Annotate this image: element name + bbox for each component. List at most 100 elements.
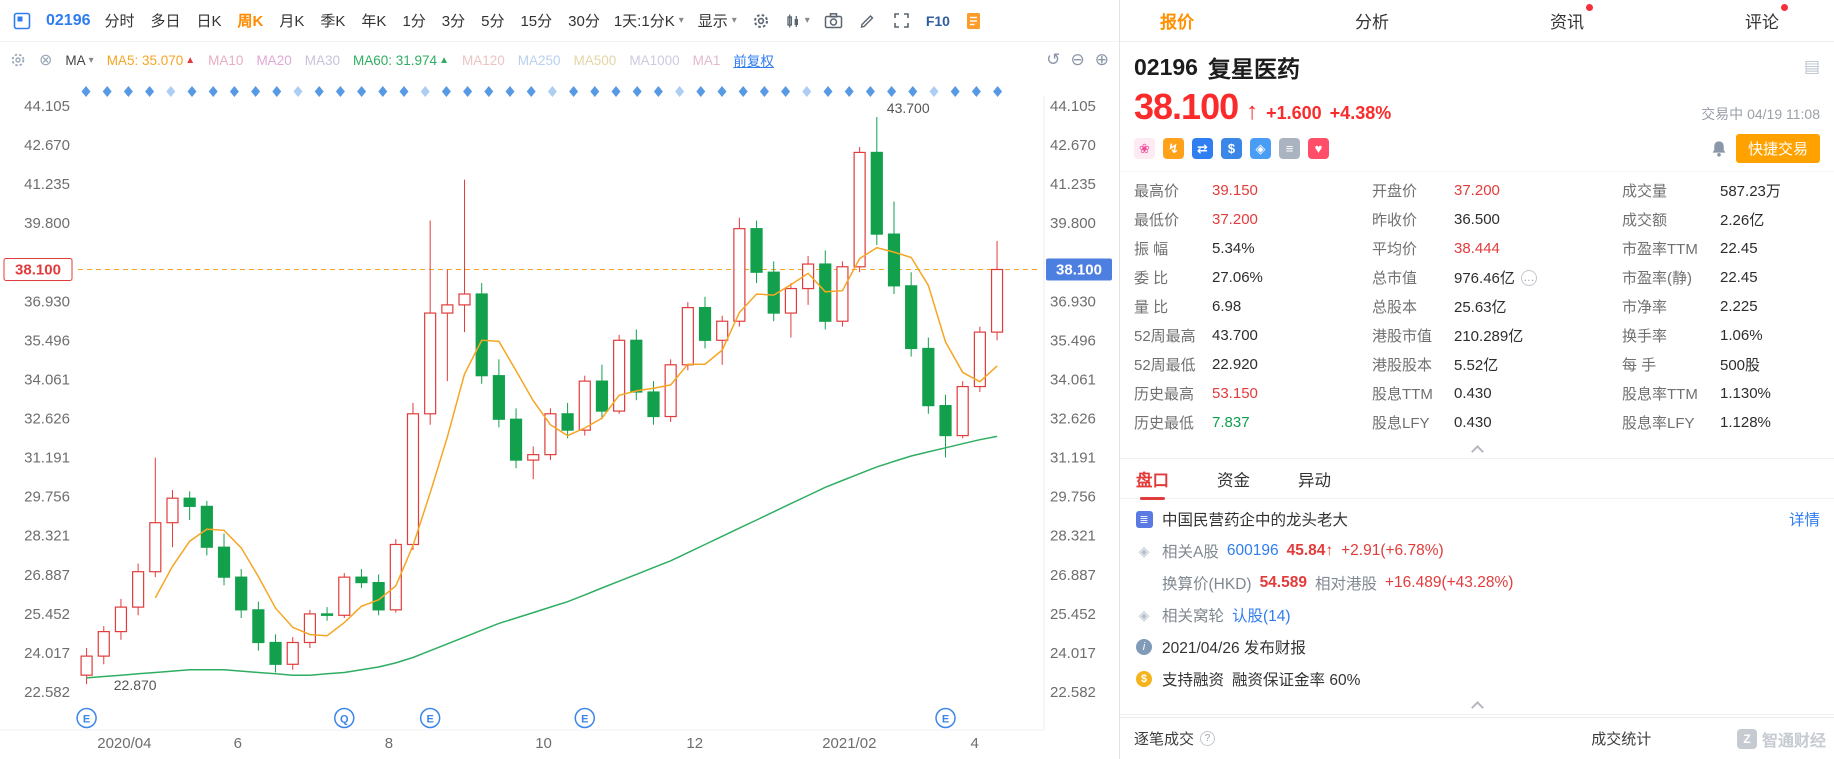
news-diamond-icon[interactable]: [357, 86, 367, 97]
period-tab-日K[interactable]: 日K: [196, 13, 222, 30]
candle[interactable]: [939, 405, 952, 437]
ma-legend-item-0[interactable]: MA5: 35.070 ▲: [106, 52, 196, 68]
candle[interactable]: [303, 613, 317, 644]
report-marker-icon[interactable]: [76, 707, 97, 729]
settings-gear-icon[interactable]: [751, 11, 771, 31]
draw-pencil-icon[interactable]: [858, 11, 878, 31]
ma-legend-item-5[interactable]: MA120: [461, 52, 505, 68]
news-diamond-icon[interactable]: [823, 86, 833, 97]
candle[interactable]: [406, 413, 420, 546]
news-diamond-icon[interactable]: [611, 86, 621, 97]
candle[interactable]: [767, 271, 780, 314]
candle[interactable]: [509, 418, 523, 461]
news-diamond-icon[interactable]: [844, 86, 854, 97]
news-diamond-icon[interactable]: [887, 86, 897, 97]
candle[interactable]: [80, 655, 93, 676]
news-diamond-icon[interactable]: [569, 86, 579, 97]
period-tab-15分[interactable]: 15分: [520, 13, 553, 30]
candle[interactable]: [269, 641, 282, 665]
news-diamond-icon[interactable]: [420, 86, 430, 97]
candle[interactable]: [578, 380, 591, 431]
report-marker-icon[interactable]: [419, 707, 441, 729]
toolbar-stock-code[interactable]: 02196: [46, 11, 91, 29]
period-tab-5分[interactable]: 5分: [481, 13, 505, 30]
candle[interactable]: [750, 228, 763, 273]
candle[interactable]: [286, 641, 299, 665]
candle[interactable]: [870, 151, 883, 235]
candle[interactable]: [561, 413, 574, 431]
exchange-icon[interactable]: ⇄: [1192, 138, 1213, 159]
indicator-settings-icon[interactable]: [10, 52, 26, 68]
news-diamond-icon[interactable]: [441, 86, 451, 97]
candle[interactable]: [149, 522, 162, 573]
alert-bell-icon[interactable]: [1710, 140, 1728, 158]
tab-资讯[interactable]: 资讯: [1550, 4, 1593, 33]
candle[interactable]: [956, 385, 969, 437]
news-diamond-icon[interactable]: [102, 86, 112, 97]
news-diamond-icon[interactable]: [632, 86, 642, 97]
ma-legend-item-6[interactable]: MA250: [517, 52, 561, 68]
ma-legend-item-7[interactable]: MA500: [573, 52, 617, 68]
news-diamond-icon[interactable]: [971, 86, 981, 97]
ma-legend-item-2[interactable]: MA20: [256, 52, 292, 68]
candle[interactable]: [166, 497, 179, 524]
adjust-mode-link[interactable]: 前复权: [733, 54, 774, 69]
tab-评论[interactable]: 评论: [1745, 4, 1788, 33]
subtab-资金[interactable]: 资金: [1217, 471, 1250, 490]
info-link[interactable]: 认股(14): [1232, 608, 1291, 625]
candle[interactable]: [716, 320, 729, 341]
document-icon[interactable]: ≡: [1279, 138, 1300, 159]
news-diamond-icon[interactable]: [993, 86, 1003, 97]
news-diamond-icon[interactable]: [781, 86, 791, 97]
candle[interactable]: [441, 304, 454, 314]
candle[interactable]: [527, 454, 540, 461]
currency-icon[interactable]: $: [1221, 138, 1242, 159]
tag-icon[interactable]: ◈: [1250, 138, 1271, 159]
candle[interactable]: [183, 497, 196, 507]
news-diamond-icon[interactable]: [314, 86, 324, 97]
news-diamond-icon[interactable]: [335, 86, 345, 97]
chart-style-dropdown[interactable]: ▾: [785, 13, 810, 29]
report-marker-icon[interactable]: [574, 707, 596, 729]
zoom-in-icon[interactable]: ⊕: [1094, 50, 1109, 69]
news-diamond-icon[interactable]: [738, 86, 748, 97]
candle[interactable]: [836, 266, 849, 322]
news-diamond-icon[interactable]: [865, 86, 875, 97]
report-marker-icon[interactable]: [334, 707, 355, 729]
candle[interactable]: [355, 576, 368, 584]
window-layout-icon[interactable]: [12, 11, 32, 31]
quick-trade-button[interactable]: 快捷交易: [1735, 134, 1820, 163]
news-diamond-icon[interactable]: [229, 86, 239, 97]
news-diamond-icon[interactable]: [378, 86, 388, 97]
custom-period-dropdown[interactable]: 1天:1分K ▾: [614, 10, 684, 31]
news-diamond-icon[interactable]: [187, 86, 197, 97]
candle[interactable]: [887, 233, 901, 287]
period-tab-月K[interactable]: 月K: [279, 13, 305, 30]
period-tab-分时[interactable]: 分时: [104, 13, 135, 30]
news-diamond-icon[interactable]: [526, 86, 536, 97]
trade-stats-tab[interactable]: 成交统计: [1591, 731, 1652, 748]
news-diamond-icon[interactable]: [653, 86, 663, 97]
candle[interactable]: [235, 576, 248, 611]
ma-legend-item-3[interactable]: MA30: [304, 52, 340, 68]
candle[interactable]: [630, 339, 643, 393]
news-diamond-icon[interactable]: [123, 86, 133, 97]
candle[interactable]: [905, 285, 918, 350]
period-tab-年K[interactable]: 年K: [361, 13, 387, 30]
candle[interactable]: [784, 287, 798, 314]
news-diamond-icon[interactable]: [675, 86, 685, 97]
period-tab-季K[interactable]: 季K: [320, 13, 346, 30]
candle[interactable]: [595, 380, 609, 412]
candle[interactable]: [613, 339, 626, 412]
ma-legend-item-1[interactable]: MA10: [208, 52, 244, 68]
zoom-out-icon[interactable]: ⊖: [1070, 50, 1085, 69]
tick-trades-tab[interactable]: 逐笔成交: [1134, 731, 1195, 748]
ma-legend-item-4[interactable]: MA60: 31.974 ▲: [353, 52, 449, 68]
subtab-盘口[interactable]: 盘口: [1136, 467, 1169, 500]
news-diamond-icon[interactable]: [208, 86, 218, 97]
collapse-info[interactable]: [1120, 695, 1834, 715]
report-marker-icon[interactable]: [935, 707, 956, 729]
news-diamond-icon[interactable]: [293, 86, 303, 97]
fullscreen-icon[interactable]: [892, 11, 912, 31]
kline-chart[interactable]: 44.105 44.105 42.670 42.670 41.235 41.235 39.8…: [0, 78, 1120, 759]
